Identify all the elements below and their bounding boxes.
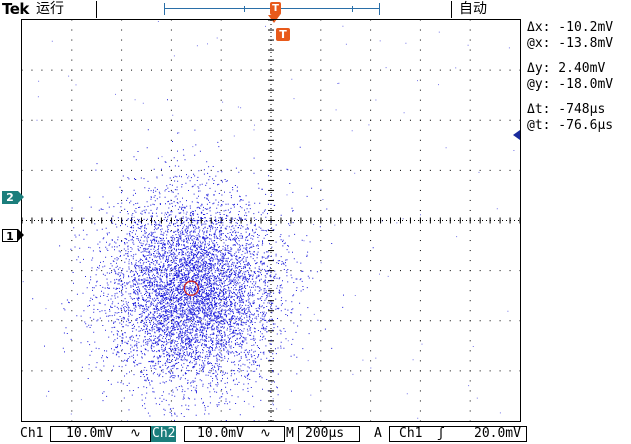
timebase-value: 200μs [305,426,345,441]
ch1-scale: 10.0mV [66,426,113,441]
ch1-scale-box[interactable] [50,426,151,442]
divider [451,1,452,18]
at-x-readout: @x: -13.8mV [527,36,614,51]
delta-x-readout: Δx: -10.2mV [527,20,614,35]
timebase-box[interactable] [298,426,360,442]
ac-coupling-icon: ∿ [130,426,141,441]
cursor-readouts: Δx: -10.2mV @x: -13.8mV Δy: 2.40mV @y: -… [527,20,631,134]
divider [96,1,97,18]
trigger-settings-box[interactable] [389,426,527,442]
timebase-label: M [286,426,294,441]
waveform-display[interactable] [21,19,521,422]
at-t-readout: @t: -76.6μs [527,118,614,133]
ch2-label[interactable]: Ch2 [151,426,177,442]
run-state[interactable]: 运行 [36,1,64,17]
xy-point-cloud [22,21,515,421]
cursor-marker[interactable] [183,280,199,296]
trigger-point-marker: T [276,28,290,41]
ch1-ground-marker[interactable]: 1 [2,229,24,243]
cursor-reference-arrow-icon [513,130,520,140]
channel-settings-bar: Ch1 10.0mV ∿ Ch2 10.0mV ∿ M 200μs A Ch1 … [0,424,631,444]
ch2-scale-box[interactable] [184,426,285,442]
graticule [22,20,520,421]
trigger-source: Ch1 [399,426,423,441]
rising-edge-icon: ʃ [437,426,445,441]
ch1-label[interactable]: Ch1 [20,426,44,441]
ch2-ground-marker[interactable]: 2 [2,191,24,204]
at-y-readout: @y: -18.0mV [527,77,614,92]
trigger-mode[interactable]: 自动 [459,1,487,17]
status-bar: Tek 运行 T 自动 [0,0,631,23]
ch2-scale: 10.0mV [197,426,244,441]
delta-t-readout: Δt: -748μs [527,102,606,117]
ac-coupling-icon: ∿ [260,426,271,441]
trigger-position-marker: T [270,2,281,15]
acquisition-label: A [374,426,382,441]
trigger-level: 20.0mV [474,426,521,441]
brand-logo: Tek [2,0,29,18]
delta-y-readout: Δy: 2.40mV [527,61,606,76]
